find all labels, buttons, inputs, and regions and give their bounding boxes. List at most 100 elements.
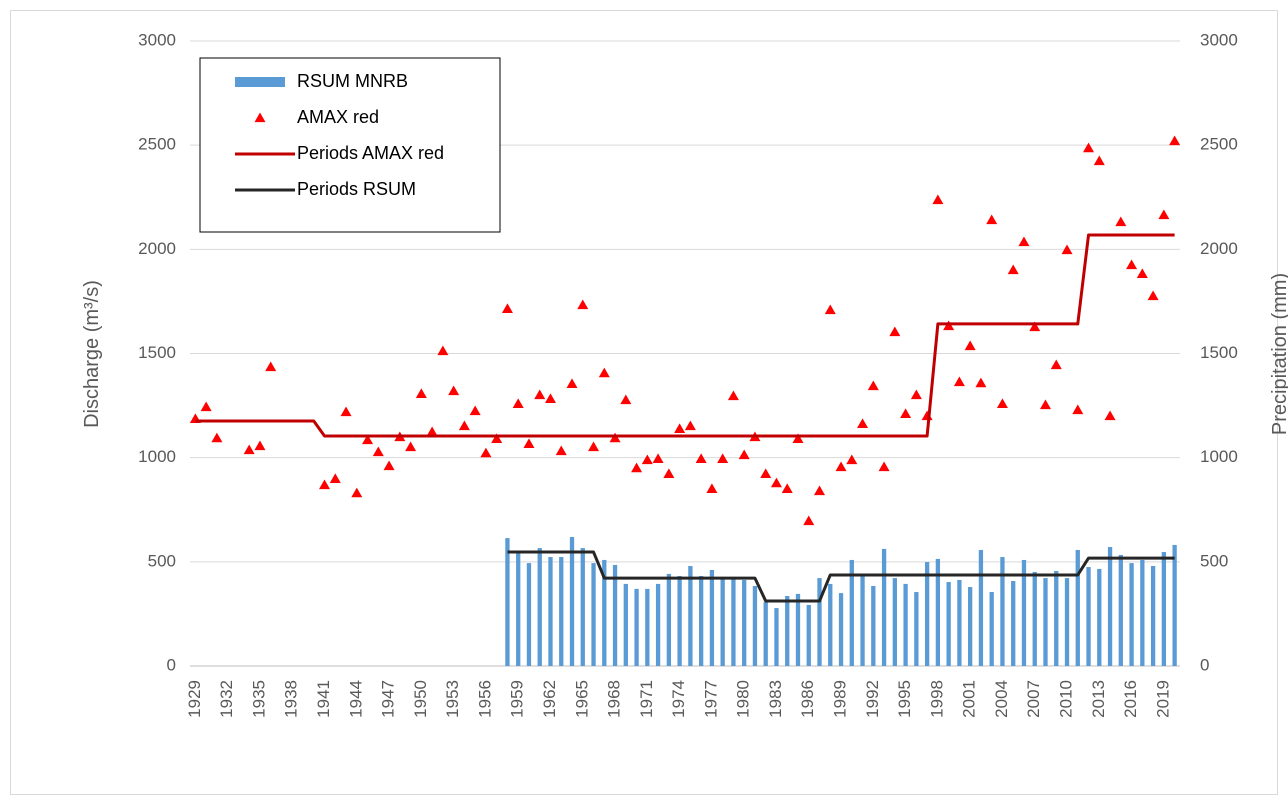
y2-tick-label: 1500: [1200, 343, 1238, 362]
bar: [742, 579, 747, 666]
marker: [706, 483, 718, 494]
marker: [405, 441, 417, 452]
marker: [588, 441, 600, 452]
bar: [914, 592, 919, 666]
marker: [265, 361, 277, 372]
marker: [329, 473, 341, 484]
x-tick-label: 2001: [960, 680, 979, 718]
bar: [752, 586, 758, 666]
bar: [731, 578, 736, 666]
marker: [770, 477, 782, 488]
bar: [774, 608, 779, 666]
bar: [1021, 559, 1027, 666]
bar: [666, 573, 672, 666]
marker: [1018, 236, 1030, 247]
marker: [254, 440, 266, 451]
y-tick-label: 1000: [138, 447, 176, 466]
y-tick-label: 1500: [138, 343, 176, 362]
marker: [760, 468, 772, 479]
marker: [900, 408, 912, 419]
bar: [1140, 559, 1145, 666]
x-tick-label: 1974: [669, 680, 688, 718]
marker: [652, 453, 664, 464]
x-tick-label: 1992: [863, 680, 882, 718]
marker: [340, 406, 352, 417]
x-tick-label: 1935: [249, 680, 268, 718]
bar: [1107, 547, 1113, 666]
marker: [781, 483, 793, 494]
bar: [817, 578, 822, 666]
marker: [1093, 155, 1105, 166]
y-tick-label: 2500: [138, 135, 176, 154]
marker: [415, 388, 427, 399]
bar: [1064, 578, 1070, 666]
x-tick-label: 2016: [1121, 680, 1140, 718]
marker: [598, 367, 610, 378]
x-tick-label: 1953: [443, 680, 462, 718]
bar: [1086, 567, 1091, 666]
marker: [480, 447, 492, 458]
x-tick-label: 1983: [766, 680, 785, 718]
bar: [709, 569, 715, 666]
marker: [243, 444, 255, 455]
marker: [964, 340, 976, 351]
bar: [785, 596, 790, 666]
marker: [534, 389, 546, 400]
marker: [362, 434, 374, 445]
marker: [1158, 209, 1170, 220]
bar: [849, 559, 854, 666]
bar: [645, 588, 650, 666]
marker: [1104, 410, 1116, 421]
x-tick-label: 2004: [992, 680, 1011, 718]
y2-tick-label: 2000: [1200, 239, 1238, 258]
x-tick-label: 1959: [508, 680, 527, 718]
x-tick-label: 1938: [282, 680, 301, 718]
bar: [548, 557, 553, 666]
marker: [1169, 135, 1181, 146]
x-tick-label: 1968: [605, 680, 624, 718]
marker: [1061, 244, 1073, 255]
bar: [1129, 563, 1134, 666]
line: [195, 233, 1175, 438]
bar: [892, 578, 897, 666]
marker: [889, 326, 901, 337]
bar: [505, 538, 510, 666]
marker: [717, 453, 729, 464]
marker: [878, 461, 890, 472]
marker: [727, 390, 739, 401]
x-tick-label: 2013: [1089, 680, 1108, 718]
bar: [881, 548, 887, 666]
marker: [1050, 359, 1062, 370]
marker: [1126, 259, 1138, 270]
legend-label: Periods AMAX red: [297, 143, 444, 163]
y-tick-label: 3000: [138, 30, 176, 49]
bar: [1075, 549, 1080, 666]
bar: [537, 548, 542, 666]
bar: [1054, 571, 1059, 666]
bar: [903, 583, 908, 666]
marker: [986, 214, 998, 225]
marker: [372, 446, 384, 457]
bar: [1150, 566, 1156, 666]
marker: [846, 454, 858, 465]
bar: [569, 537, 575, 666]
bar: [1000, 557, 1005, 666]
x-tick-label: 1998: [927, 680, 946, 718]
line: [507, 550, 1175, 603]
x-tick-label: 1995: [895, 680, 914, 718]
marker: [1147, 290, 1159, 301]
bar: [591, 563, 596, 666]
x-tick-label: 2010: [1056, 680, 1075, 718]
y-tick-label: 500: [148, 551, 176, 570]
bar: [957, 579, 962, 666]
bar: [688, 566, 693, 666]
marker: [383, 460, 395, 471]
bar: [655, 583, 661, 666]
bar: [559, 557, 564, 666]
y2-tick-label: 500: [1200, 551, 1228, 570]
x-tick-label: 1956: [475, 680, 494, 718]
bar: [1161, 552, 1167, 666]
marker: [437, 345, 449, 356]
bar: [968, 587, 973, 666]
marker: [448, 385, 460, 396]
